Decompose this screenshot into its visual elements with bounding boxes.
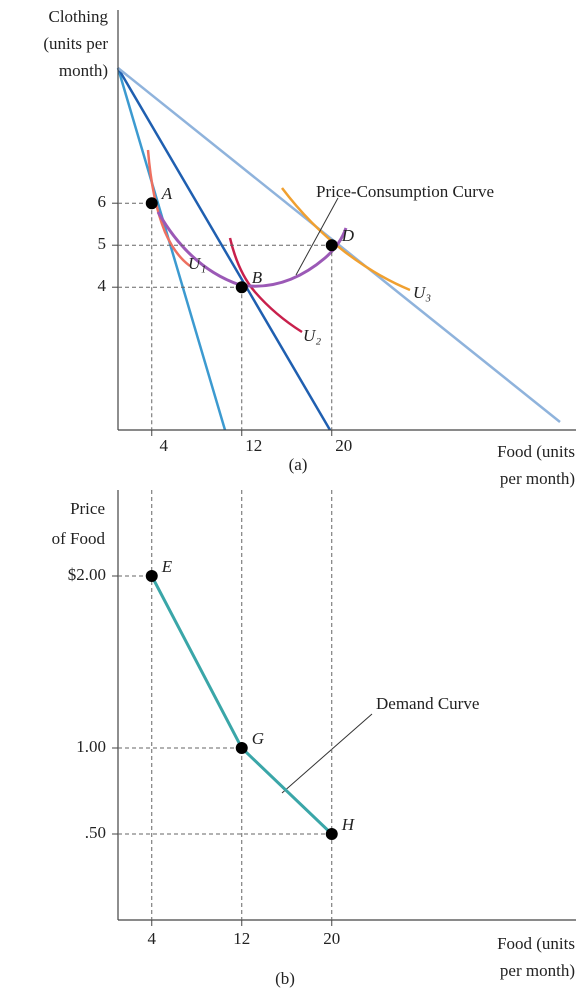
y-tick-label: 1.00	[76, 737, 106, 756]
y-tick-label: $2.00	[68, 565, 106, 584]
budget-line	[116, 67, 227, 431]
x-axis-label: per month)	[500, 961, 575, 980]
indifference-curve	[228, 237, 303, 334]
leader-line	[281, 713, 373, 794]
y-tick-label: 4	[98, 276, 107, 295]
x-tick-label: 12	[245, 436, 262, 455]
annotation: U₁	[188, 254, 206, 273]
indifference-curve	[281, 187, 411, 292]
x-tick-label: 20	[323, 929, 340, 948]
x-axis-label: per month)	[500, 469, 575, 488]
point-label: E	[161, 557, 173, 576]
point	[145, 197, 158, 210]
point-label: A	[161, 184, 173, 203]
budget-line	[117, 67, 561, 423]
demand-curve	[150, 575, 333, 836]
point-label: D	[341, 226, 355, 245]
indifference-curve	[146, 149, 191, 268]
y-axis-label: of Food	[52, 529, 106, 548]
y-axis-label: (units per	[43, 34, 108, 53]
point-label: B	[252, 268, 263, 287]
x-axis-label: Food (units	[497, 934, 575, 953]
y-tick-label: 6	[98, 192, 107, 211]
annotation: U₂	[303, 326, 321, 345]
point-label: G	[252, 729, 264, 748]
point-label: H	[341, 815, 356, 834]
budget-lines	[116, 67, 561, 431]
point	[325, 239, 338, 252]
y-axis-label: Clothing	[48, 7, 108, 26]
indifference-curves	[146, 149, 411, 334]
y-axis-label: month)	[59, 61, 108, 80]
y-tick-label: 5	[98, 234, 107, 253]
y-tick-label: .50	[85, 823, 106, 842]
point	[235, 281, 248, 294]
annotation: Demand Curve	[376, 694, 479, 713]
point	[325, 828, 338, 840]
x-axis-label: Food (units	[497, 442, 575, 461]
point	[235, 742, 248, 754]
annotation: Price-Consumption Curve	[316, 182, 494, 201]
caption: (b)	[275, 969, 295, 988]
x-tick-label: 4	[148, 929, 157, 948]
x-tick-label: 4	[160, 436, 169, 455]
y-axis-label: Price	[70, 499, 105, 518]
point	[145, 570, 158, 582]
leader-line	[295, 197, 339, 276]
x-tick-label: 12	[233, 929, 250, 948]
caption: (a)	[289, 455, 308, 474]
budget-line	[116, 67, 332, 431]
annotation: U₃	[413, 283, 431, 302]
x-tick-label: 20	[335, 436, 352, 455]
